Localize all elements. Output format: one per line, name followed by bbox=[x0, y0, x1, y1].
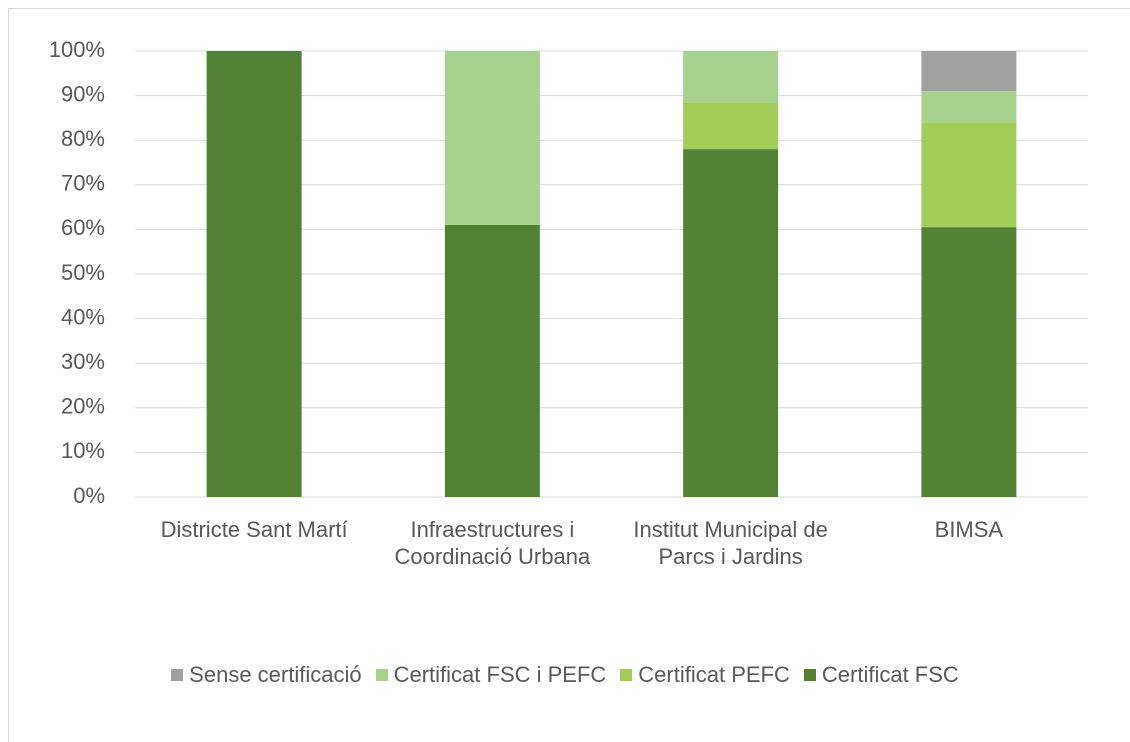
x-tick-label: Infraestructures i Coordinació Urbana bbox=[394, 517, 591, 569]
bar-segment bbox=[683, 102, 779, 150]
legend-label: Sense certificació bbox=[189, 662, 362, 687]
legend-label: Certificat PEFC bbox=[638, 662, 790, 687]
bar-segment bbox=[921, 227, 1017, 498]
y-tick-label: 60% bbox=[61, 215, 105, 240]
y-tick-label: 0% bbox=[73, 483, 105, 508]
frame bbox=[8, 8, 1130, 742]
y-tick-label: 80% bbox=[61, 126, 105, 151]
bar-segment bbox=[444, 51, 540, 225]
y-tick-label: 30% bbox=[61, 349, 105, 374]
bar-segment bbox=[444, 224, 540, 497]
y-tick-label: 100% bbox=[49, 37, 105, 62]
x-tick-label: Institut Municipal de Parcs i Jardins bbox=[633, 517, 828, 569]
y-tick-label: 20% bbox=[61, 394, 105, 419]
bar-segment bbox=[921, 122, 1017, 228]
y-tick-label: 10% bbox=[61, 438, 105, 463]
bar-segment bbox=[683, 149, 779, 497]
legend-item: Sense certificació bbox=[171, 662, 362, 688]
x-tick-label: Districte Sant Martí bbox=[160, 517, 348, 542]
legend-item: Certificat PEFC bbox=[620, 662, 790, 688]
legend-label: Certificat FSC i PEFC bbox=[393, 662, 607, 687]
bar-segment bbox=[921, 91, 1017, 123]
legend: Sense certificació Certificat FSC i PEFC C… bbox=[0, 662, 1130, 688]
legend-swatch bbox=[803, 669, 816, 681]
y-tick-label: 90% bbox=[61, 81, 105, 106]
legend-item: Certificat FSC i PEFC bbox=[375, 662, 607, 688]
y-tick-label: 70% bbox=[61, 171, 105, 196]
legend-item: Certificat FSC bbox=[803, 662, 959, 688]
x-tick-label: BIMSA bbox=[934, 517, 1004, 542]
y-tick-label: 50% bbox=[61, 260, 105, 285]
legend-swatch bbox=[171, 669, 184, 681]
bar-segment bbox=[206, 51, 302, 497]
bar-segment bbox=[921, 51, 1017, 92]
bar-segment bbox=[683, 51, 779, 103]
legend-swatch bbox=[375, 669, 388, 681]
legend-label: Certificat FSC bbox=[821, 662, 959, 687]
y-tick-label: 40% bbox=[61, 304, 105, 329]
legend-swatch bbox=[620, 669, 633, 681]
